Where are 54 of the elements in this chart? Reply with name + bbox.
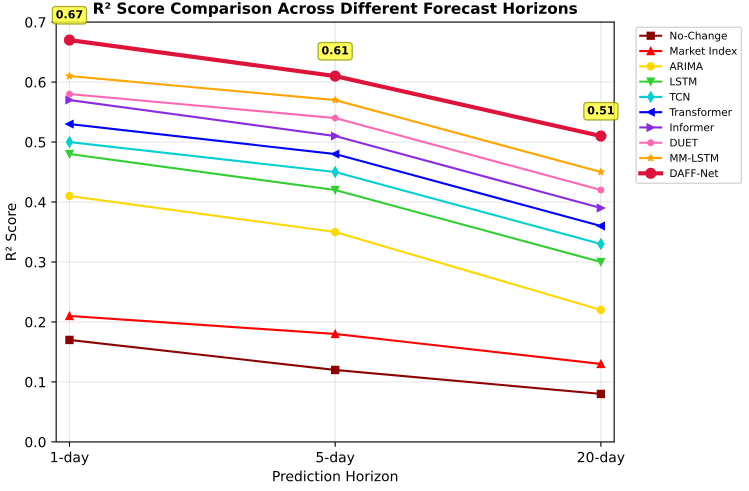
legend-label: Market Index — [670, 46, 737, 55]
y-axis-title: R² Score — [6, 203, 16, 260]
point — [331, 228, 340, 236]
point — [330, 70, 341, 82]
annotation: 0.67 — [56, 10, 82, 18]
y-tick-label: 0.6 — [25, 77, 46, 88]
point — [65, 150, 74, 158]
y-tick-label: 0.0 — [25, 436, 46, 448]
y-tick-label: 0.1 — [25, 376, 46, 388]
x-tick-label: 5-day — [316, 452, 354, 466]
y-tick-label: 0.5 — [25, 137, 46, 148]
chart-title: R² Score Comparison Across Different Forecast Horizons — [94, 2, 577, 17]
point — [596, 390, 606, 398]
point — [331, 186, 340, 194]
point — [596, 306, 606, 314]
x-tick-label: 20-day — [578, 452, 625, 466]
point — [596, 204, 606, 212]
point — [65, 72, 74, 80]
legend-label: LSTM — [670, 78, 696, 86]
point — [65, 336, 74, 344]
point — [596, 360, 606, 368]
legend-label: DUET — [670, 138, 698, 147]
point — [65, 120, 74, 128]
annotation: 0.51 — [588, 106, 614, 114]
legend-label: Transformer — [669, 108, 732, 116]
point — [65, 192, 74, 200]
point — [66, 90, 73, 98]
point — [597, 186, 604, 194]
point — [596, 258, 606, 266]
point — [331, 150, 340, 158]
y-tick-label: 0.3 — [25, 256, 46, 268]
point — [65, 96, 74, 104]
y-tick-label: 0.2 — [25, 316, 46, 328]
legend-label: Informer — [670, 123, 714, 132]
point — [331, 132, 340, 140]
legend-label: ARIMA — [670, 62, 703, 70]
point — [65, 312, 74, 320]
x-tick-label: 1-day — [51, 452, 89, 466]
legend-label: MM-LSTM — [670, 154, 718, 162]
point — [331, 330, 340, 338]
y-tick-label: 0.7 — [25, 17, 46, 28]
point — [64, 34, 76, 46]
y-tick-label: 0.4 — [25, 196, 46, 208]
point — [596, 168, 605, 176]
point — [331, 366, 340, 374]
legend-label: TCN — [669, 92, 690, 101]
legend-label: DAFF-Net — [670, 169, 718, 178]
point — [331, 96, 340, 104]
x-axis-title: Prediction Horizon — [273, 470, 398, 482]
legend-label: No-Change — [670, 31, 727, 42]
point — [596, 222, 606, 230]
annotation: 0.61 — [322, 46, 348, 54]
point — [595, 130, 606, 142]
point — [332, 114, 339, 122]
